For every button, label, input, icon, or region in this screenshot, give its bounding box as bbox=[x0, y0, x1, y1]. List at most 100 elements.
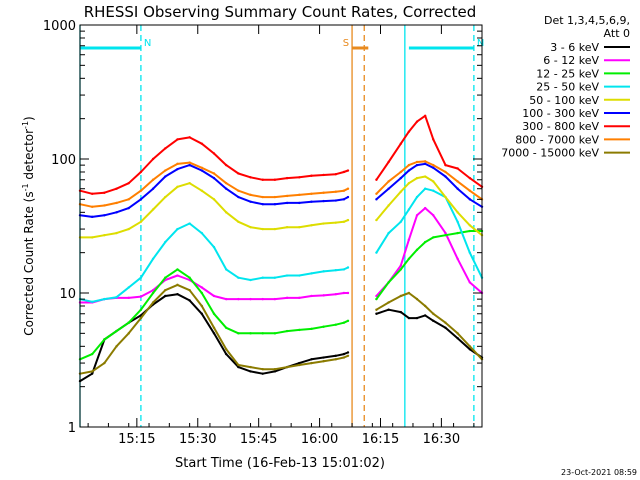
data-point-2-7 bbox=[164, 276, 167, 279]
data-point-7-26 bbox=[399, 170, 402, 174]
x-tick-label-0: 15:15 bbox=[118, 432, 155, 447]
data-point-2-14 bbox=[249, 332, 252, 335]
data-point-5-27 bbox=[407, 169, 411, 172]
data-point-2-12 bbox=[224, 326, 228, 329]
data-point-2-4 bbox=[127, 321, 130, 324]
data-point-3-26 bbox=[399, 220, 402, 223]
series-line-8-seg1 bbox=[375, 292, 483, 360]
data-point-7-30 bbox=[432, 163, 435, 167]
data-point-1-15 bbox=[261, 297, 264, 301]
data-point-8-32 bbox=[456, 332, 459, 335]
series-line-4-seg0 bbox=[80, 182, 349, 239]
data-point-3-11 bbox=[212, 245, 216, 249]
data-point-7-20 bbox=[322, 191, 325, 194]
data-point-2-15 bbox=[261, 332, 264, 335]
data-point-3-20 bbox=[322, 270, 325, 273]
data-point-0-26 bbox=[399, 310, 402, 314]
data-point-7-27 bbox=[407, 163, 411, 167]
data-point-7-29 bbox=[423, 160, 427, 163]
data-point-2-1 bbox=[90, 352, 94, 356]
data-point-4-4 bbox=[127, 227, 130, 231]
data-point-4-30 bbox=[432, 180, 435, 183]
x-tick-label-4: 16:15 bbox=[362, 432, 399, 447]
data-point-5-4 bbox=[127, 206, 130, 210]
data-point-4-11 bbox=[212, 198, 216, 201]
data-point-8-5 bbox=[139, 316, 143, 320]
data-point-4-10 bbox=[200, 189, 204, 192]
series-line-8-seg0 bbox=[79, 283, 349, 375]
data-point-8-15 bbox=[261, 367, 264, 371]
data-point-6-18 bbox=[298, 176, 301, 179]
data-point-3-18 bbox=[298, 274, 301, 277]
data-point-7-17 bbox=[285, 194, 289, 198]
data-point-6-12 bbox=[224, 163, 228, 167]
chart-title: RHESSI Observing Summary Count Rates, Co… bbox=[84, 3, 477, 21]
data-point-5-25 bbox=[387, 187, 390, 190]
data-point-2-21 bbox=[334, 323, 338, 326]
data-point-8-17 bbox=[285, 365, 289, 369]
data-point-8-9 bbox=[188, 288, 191, 292]
y-axis-label: Corrected Count Rate (s-1 detector-1) bbox=[21, 116, 36, 335]
data-point-0-24 bbox=[375, 312, 378, 315]
data-point-6-23 bbox=[346, 169, 350, 172]
data-point-4-22 bbox=[342, 220, 346, 223]
data-point-5-13 bbox=[237, 195, 240, 199]
data-point-5-33 bbox=[468, 198, 472, 201]
data-point-8-18 bbox=[298, 363, 301, 367]
data-point-5-15 bbox=[261, 202, 264, 206]
data-point-2-17 bbox=[285, 329, 289, 333]
series-line-0-seg1 bbox=[376, 308, 483, 359]
series-line-6-seg1 bbox=[375, 114, 483, 188]
y-tick-label-3: 1000 bbox=[43, 19, 76, 34]
data-point-8-8 bbox=[176, 283, 179, 287]
data-point-4-27 bbox=[407, 181, 411, 185]
data-point-6-28 bbox=[415, 120, 419, 123]
data-point-6-3 bbox=[115, 187, 118, 190]
data-point-0-20 bbox=[322, 356, 325, 359]
data-point-8-19 bbox=[310, 361, 313, 365]
data-point-5-1 bbox=[90, 215, 94, 219]
data-point-3-25 bbox=[387, 231, 390, 235]
data-point-8-13 bbox=[237, 363, 240, 367]
footer-timestamp: 23-Oct-2021 08:59 bbox=[561, 468, 637, 477]
data-point-7-15 bbox=[261, 195, 264, 199]
legend-label-7: 800 - 7000 keV bbox=[515, 133, 599, 146]
data-point-8-25 bbox=[387, 301, 390, 304]
x-axis-label: Start Time (16-Feb-13 15:01:02) bbox=[175, 456, 385, 471]
data-point-5-17 bbox=[285, 201, 289, 205]
data-point-2-28 bbox=[415, 248, 419, 252]
data-point-3-4 bbox=[127, 286, 130, 289]
data-point-4-26 bbox=[399, 190, 402, 193]
data-point-0-13 bbox=[237, 365, 240, 369]
data-point-5-29 bbox=[423, 162, 427, 166]
legend-label-2: 12 - 25 keV bbox=[536, 67, 599, 80]
data-point-2-6 bbox=[151, 291, 155, 295]
data-point-6-33 bbox=[468, 176, 472, 180]
data-point-2-13 bbox=[237, 332, 240, 335]
data-point-4-23 bbox=[346, 218, 350, 222]
data-point-1-31 bbox=[444, 231, 447, 235]
data-point-0-29 bbox=[423, 314, 427, 317]
data-point-5-12 bbox=[224, 187, 228, 190]
data-point-4-25 bbox=[387, 204, 390, 207]
data-point-6-6 bbox=[151, 157, 155, 161]
data-point-1-4 bbox=[127, 296, 130, 300]
data-point-6-27 bbox=[407, 130, 411, 133]
data-point-7-8 bbox=[176, 162, 179, 166]
data-point-2-33 bbox=[468, 229, 472, 233]
data-point-2-31 bbox=[444, 233, 447, 237]
data-point-6-30 bbox=[432, 138, 435, 141]
data-point-4-1 bbox=[90, 236, 94, 239]
data-point-6-9 bbox=[188, 136, 191, 139]
data-point-0-1 bbox=[90, 372, 94, 375]
data-point-7-19 bbox=[310, 192, 313, 195]
data-point-8-21 bbox=[334, 358, 338, 361]
data-point-1-10 bbox=[200, 286, 204, 289]
data-point-8-33 bbox=[468, 345, 472, 348]
data-point-3-10 bbox=[200, 231, 204, 235]
y-tick-label-2: 100 bbox=[51, 153, 76, 168]
data-point-5-3 bbox=[115, 211, 118, 214]
data-point-7-16 bbox=[273, 195, 277, 199]
data-point-3-30 bbox=[432, 189, 435, 192]
